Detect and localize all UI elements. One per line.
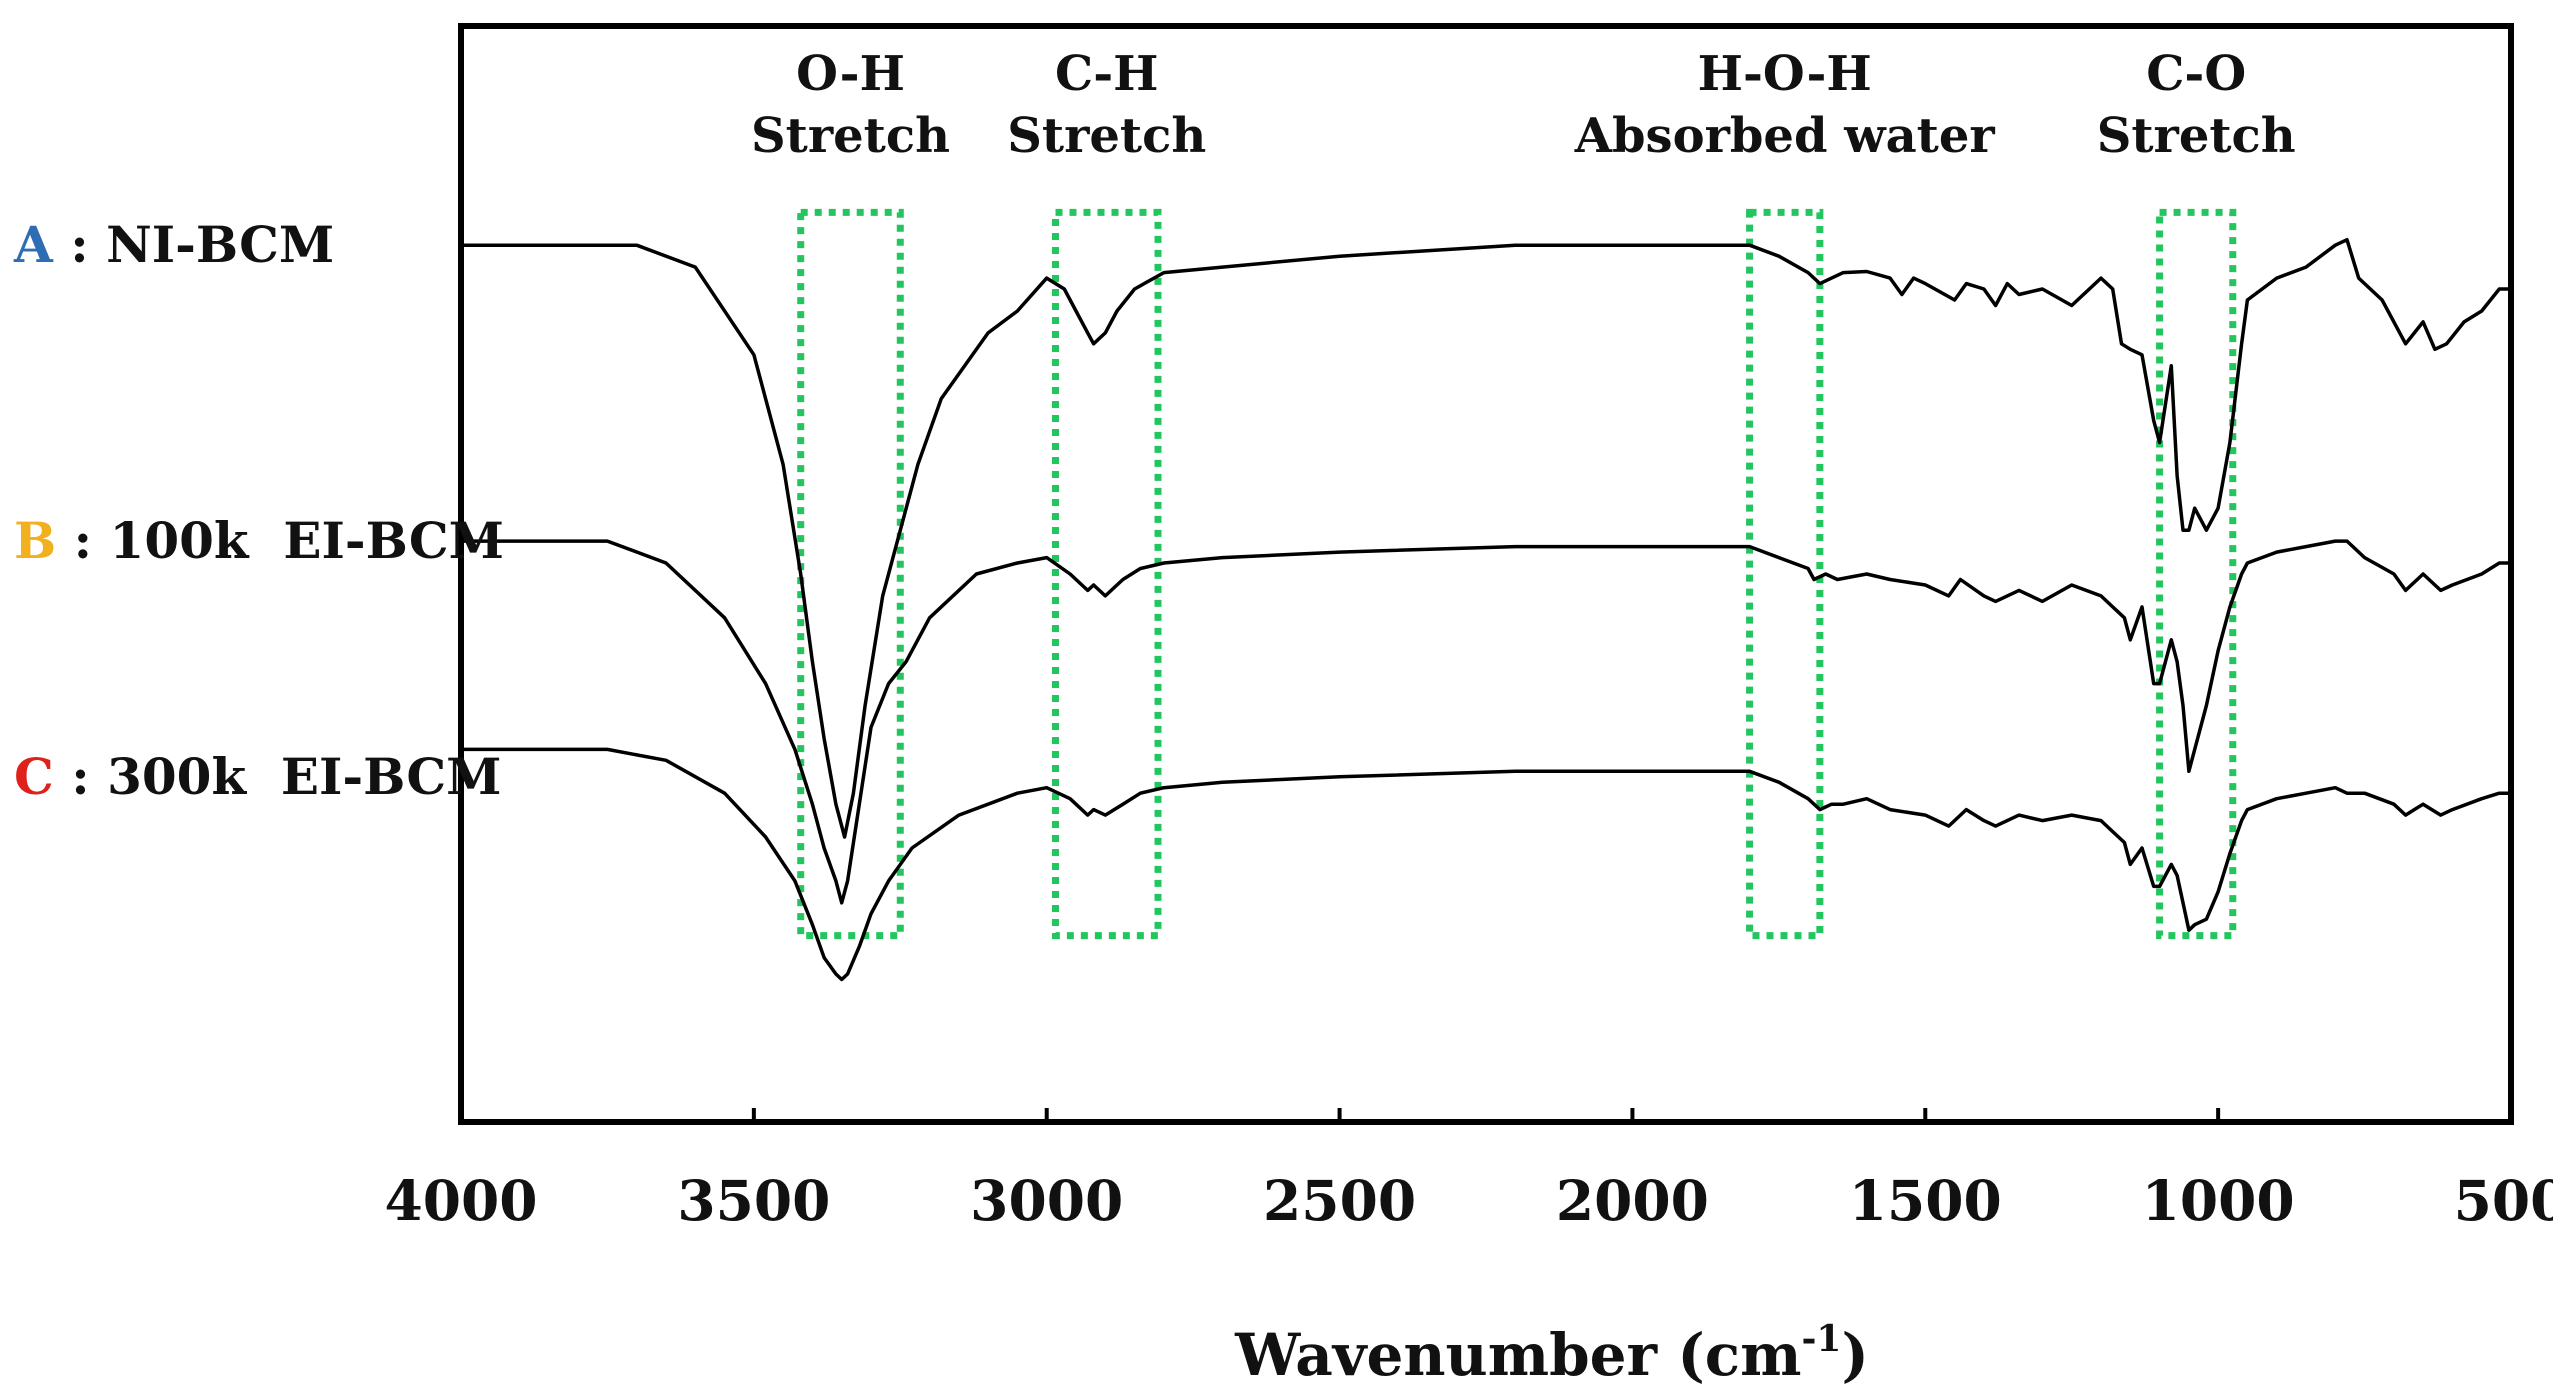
legend-letter-a: A xyxy=(13,215,54,274)
band-label-line1: H-O-H xyxy=(1698,46,1872,102)
legend-letter-c: C xyxy=(14,747,54,806)
band-label-line1: C-H xyxy=(1055,46,1158,102)
legend-sep-b: : xyxy=(56,511,109,570)
legend-label-a: NI-BCM xyxy=(106,215,334,274)
band-label-line2: Stretch xyxy=(2097,108,2296,164)
band-region xyxy=(2156,208,2237,940)
plot-frame xyxy=(458,23,2514,1125)
x-tick-label: 2500 xyxy=(1263,1168,1416,1233)
legend-label-b: 100k EI-BCM xyxy=(110,511,504,570)
band-region xyxy=(797,208,904,940)
spectrum-line-a xyxy=(459,237,2513,839)
x-axis-unit-exp: -1 xyxy=(1801,1318,1841,1360)
band-label-line2: Absorbed water xyxy=(1574,108,1996,164)
band-region xyxy=(1052,208,1162,940)
x-axis-title: Wavenumber (cm-1) xyxy=(1234,1318,1869,1389)
x-tick-label: 3500 xyxy=(677,1168,830,1233)
spectrum-line-c xyxy=(459,747,2513,982)
band-region xyxy=(1746,208,1824,940)
band-label-line1: C-O xyxy=(2146,46,2246,102)
x-tick-label: 1500 xyxy=(1849,1168,2002,1233)
legend-sep-c: : xyxy=(54,747,107,806)
x-axis-title-main: Wavenumber xyxy=(1234,1321,1658,1389)
x-axis-unit-close: ) xyxy=(1841,1321,1868,1389)
legend-entry-a: A : NI-BCM xyxy=(13,215,334,274)
x-tick-label: 2000 xyxy=(1556,1168,1709,1233)
x-tick-group: 4000 3500 3000 2500 2000 1500 1000 500 xyxy=(384,1108,2553,1233)
legend: A : NI-BCM B : 100k EI-BCM C : 300k EI-B… xyxy=(13,215,504,806)
legend-entry-c: C : 300k EI-BCM xyxy=(14,747,502,806)
legend-label-c: 300k EI-BCM xyxy=(107,747,501,806)
x-tick-label: 4000 xyxy=(384,1168,537,1233)
x-tick-label: 3000 xyxy=(970,1168,1123,1233)
x-axis-unit-base: (cm xyxy=(1677,1321,1801,1389)
trace-group xyxy=(459,237,2513,982)
x-tick-label: 500 xyxy=(2454,1168,2553,1233)
band-group: O-H Stretch C-H Stretch H-O-H Absorbed water C… xyxy=(751,46,2296,940)
band-label-line2: Stretch xyxy=(1007,108,1206,164)
spectrum-line-b xyxy=(459,539,2513,905)
legend-entry-b: B : 100k EI-BCM xyxy=(14,511,504,570)
band-label-line1: O-H xyxy=(796,46,905,102)
x-tick-label: 1000 xyxy=(2142,1168,2295,1233)
legend-letter-b: B xyxy=(14,511,56,570)
band-label-line2: Stretch xyxy=(751,108,950,164)
legend-sep-a: : xyxy=(53,215,106,274)
